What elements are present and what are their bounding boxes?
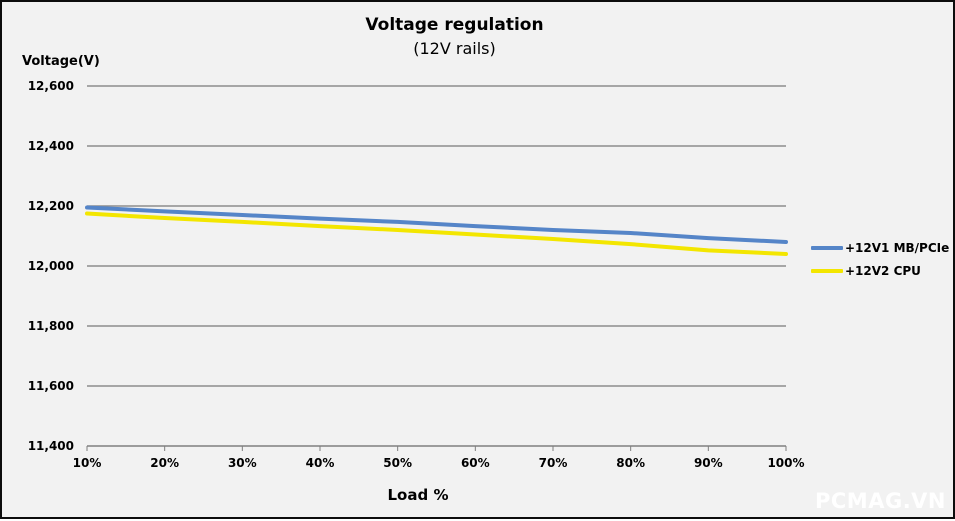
- x-axis-tick-label: 40%: [305, 456, 335, 470]
- legend-label-12v1: +12V1 MB/PCIe: [845, 240, 950, 255]
- y-axis-tick-label: 12,600: [27, 79, 74, 93]
- y-axis-tick-label: 12,200: [27, 199, 74, 213]
- legend: +12V1 MB/PCIe +12V2 CPU: [811, 236, 949, 282]
- pcmag-watermark-logo: PCMAG.VN: [815, 489, 946, 513]
- x-axis-tick-label: 50%: [383, 456, 413, 470]
- x-axis-tick-label: 100%: [767, 456, 805, 470]
- legend-item-12v2: +12V2 CPU: [811, 259, 949, 282]
- legend-item-12v1: +12V1 MB/PCIe: [811, 236, 949, 259]
- y-axis-tick-label: 12,000: [27, 259, 74, 273]
- x-axis-tick-label: 70%: [538, 456, 568, 470]
- x-axis-tick-label: 20%: [150, 456, 180, 470]
- x-axis-tick-label: 60%: [460, 456, 490, 470]
- x-axis-tick-label: 10%: [72, 456, 102, 470]
- x-axis-tick-label: 30%: [227, 456, 257, 470]
- x-axis-tick-label: 80%: [616, 456, 646, 470]
- y-axis-tick-label: 12,400: [27, 139, 74, 153]
- chart-subtitle: (12V rails): [413, 39, 496, 58]
- legend-line-sample-blue: [811, 245, 843, 250]
- series-line-1: [85, 205, 788, 244]
- y-axis-tick-label: 11,800: [27, 319, 74, 333]
- y-axis-tick-label: 11,400: [27, 439, 74, 453]
- chart-title: Voltage regulation: [365, 15, 544, 35]
- y-axis-tick-label: 11,600: [27, 379, 74, 393]
- y-axis-title: Voltage(V): [22, 54, 100, 69]
- x-axis-title: Load %: [387, 486, 449, 504]
- series-line-2: [85, 211, 788, 256]
- legend-line-sample-yellow: [811, 268, 843, 273]
- legend-label-12v2: +12V2 CPU: [845, 263, 921, 278]
- x-axis-tick-label: 90%: [693, 456, 723, 470]
